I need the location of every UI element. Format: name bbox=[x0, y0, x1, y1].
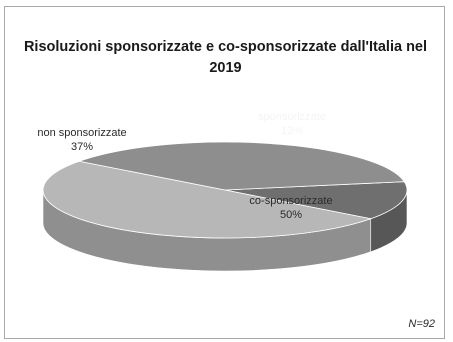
chart-title-line-1: Risoluzioni sponsorizzate e co-sponsoriz… bbox=[23, 39, 428, 55]
slice-value-sponsorizzate: 13% bbox=[281, 125, 303, 137]
slice-value-co-sponsorizzate: 50% bbox=[280, 209, 302, 221]
pie-labels: sponsorizzate 13% co-sponsorizzate 50% non s… bbox=[37, 111, 332, 221]
slice-name-non sponsorizzate: non sponsorizzate bbox=[37, 127, 126, 139]
pie-slice-sponsorizzate bbox=[224, 181, 408, 220]
slice-value-non sponsorizzate: 37% bbox=[71, 141, 93, 153]
pie-slice-non sponsorizzate bbox=[77, 141, 405, 191]
chart-title-line-2: 2019 bbox=[209, 60, 242, 76]
slice-name-co-sponsorizzate: co-sponsorizzate bbox=[249, 195, 332, 207]
slice-name-sponsorizzate: sponsorizzate bbox=[258, 111, 326, 123]
pie-slice-co-sponsorizzate bbox=[42, 160, 373, 239]
sample-size-note: N=92 bbox=[408, 318, 435, 330]
pie-top bbox=[42, 141, 408, 239]
chart-title: Risoluzioni sponsorizzate e co-sponsoriz… bbox=[5, 37, 446, 79]
